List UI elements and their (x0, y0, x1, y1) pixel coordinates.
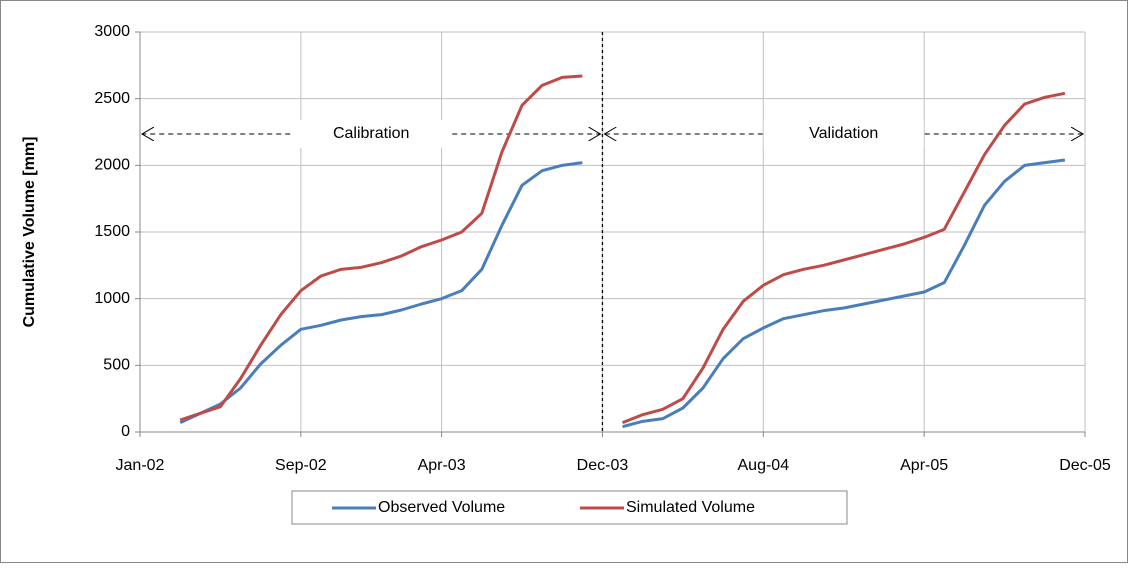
period-label: Validation (809, 125, 878, 142)
x-tick-label: Dec-03 (577, 457, 629, 474)
legend-label: Simulated Volume (626, 499, 755, 516)
legend-box (291, 490, 848, 525)
y-tick-label: 3000 (94, 23, 130, 40)
y-tick-label: 500 (103, 357, 130, 374)
period-label-bg (763, 120, 924, 148)
series-line (179, 74, 583, 422)
series-line (621, 91, 1066, 425)
y-axis-label: Cumulative Volume [mm] (21, 137, 38, 328)
x-tick-label: Jan-02 (116, 457, 165, 474)
legend-label: Observed Volume (378, 499, 505, 516)
x-tick-label: Aug-04 (738, 457, 790, 474)
series-line (179, 161, 583, 425)
period-label: Calibration (333, 125, 409, 142)
y-tick-label: 2500 (94, 90, 130, 107)
x-tick-label: Apr-05 (900, 457, 948, 474)
series-line (622, 158, 1066, 429)
x-tick-label: Sep-02 (275, 457, 327, 474)
x-tick-label: Dec-05 (1059, 457, 1111, 474)
y-tick-label: 0 (121, 423, 130, 440)
y-tick-label: 2000 (94, 157, 130, 174)
y-tick-label: 1500 (94, 223, 130, 240)
period-label-bg (291, 120, 452, 148)
y-tick-label: 1000 (94, 290, 130, 307)
x-tick-label: Apr-03 (418, 457, 466, 474)
